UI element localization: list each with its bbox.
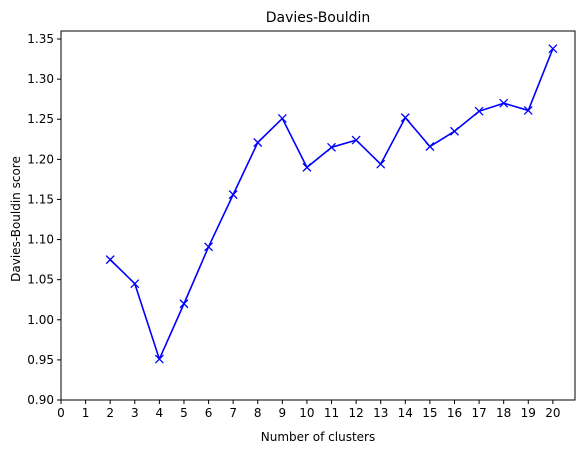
- data-point-marker: [376, 159, 386, 169]
- plot-frame: [60, 30, 576, 401]
- data-point-marker: [400, 113, 410, 123]
- x-tick-label: 2: [106, 406, 114, 420]
- x-tick-label: 1: [82, 406, 90, 420]
- y-tick-label: 1.20: [27, 152, 54, 166]
- x-tick-label: 18: [496, 406, 511, 420]
- x-tick-label: 4: [156, 406, 164, 420]
- y-tick-label: 0.90: [27, 393, 54, 407]
- data-point-marker: [130, 279, 140, 289]
- x-tick-label: 3: [131, 406, 139, 420]
- y-tick-label: 0.95: [27, 353, 54, 367]
- data-point-marker: [302, 162, 312, 172]
- x-tick-label: 11: [324, 406, 339, 420]
- chart-title: Davies-Bouldin: [266, 10, 371, 26]
- y-tick-label: 1.30: [27, 72, 54, 86]
- x-tick-label: 20: [545, 406, 560, 420]
- y-tick-label: 1.25: [27, 112, 54, 126]
- x-tick-label: 15: [422, 406, 437, 420]
- x-tick-label: 0: [57, 406, 65, 420]
- y-tick-label: 1.35: [27, 32, 54, 46]
- y-tick-label: 1.00: [27, 313, 54, 327]
- y-tick-label: 1.15: [27, 192, 54, 206]
- data-point-marker: [450, 126, 459, 136]
- x-tick-label: 5: [180, 406, 188, 420]
- x-tick-label: 13: [373, 406, 388, 420]
- x-tick-label: 16: [447, 406, 462, 420]
- x-tick-label: 14: [398, 406, 413, 420]
- x-tick-label: 7: [229, 406, 237, 420]
- x-tick-label: 9: [279, 406, 287, 420]
- data-point-marker: [179, 299, 189, 309]
- x-tick-label: 19: [521, 406, 536, 420]
- y-tick-label: 1.10: [27, 233, 54, 247]
- data-point-marker: [425, 142, 435, 151]
- data-point-marker: [499, 98, 509, 108]
- y-axis-label: Davies-Bouldin score: [9, 156, 23, 282]
- data-point-marker: [351, 135, 361, 145]
- data-point-marker: [253, 138, 263, 147]
- data-point-marker: [548, 44, 558, 54]
- data-point-marker: [105, 255, 115, 265]
- x-tick-label: 6: [205, 406, 213, 420]
- data-point-marker: [523, 105, 533, 115]
- x-tick-label: 17: [471, 406, 486, 420]
- plot-area: 0 1 2 3 4 5 6 7 8 9 10 11 12 13 14 15 16 17 18 19 200.900.95…: [27, 30, 576, 420]
- x-tick-label: 8: [254, 406, 262, 420]
- data-point-marker: [204, 242, 214, 252]
- x-axis-label: Number of clusters: [261, 430, 375, 444]
- series-line: [109, 48, 554, 360]
- data-point-marker: [154, 354, 164, 364]
- y-tick-label: 1.05: [27, 273, 54, 287]
- x-tick-label: 10: [299, 406, 314, 420]
- data-point-marker: [474, 106, 484, 116]
- x-tick-label: 12: [348, 406, 363, 420]
- data-point-marker: [228, 190, 238, 200]
- data-point-marker: [327, 142, 336, 152]
- data-point-marker: [277, 113, 287, 123]
